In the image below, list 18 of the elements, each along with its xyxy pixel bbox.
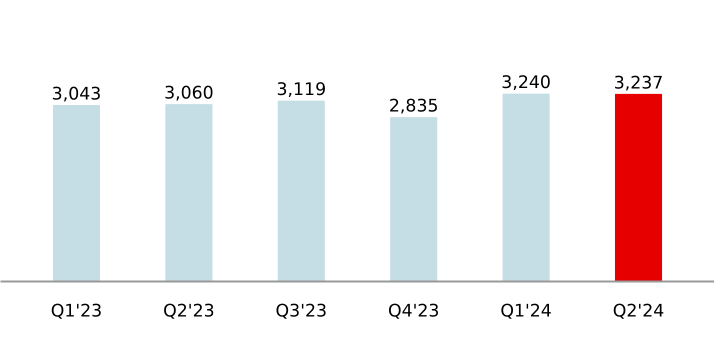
data-label: 2,835 — [388, 96, 439, 117]
x-tick-label: Q2'23 — [163, 302, 215, 322]
bar — [165, 104, 212, 282]
x-tick-label: Q4'23 — [388, 302, 440, 322]
data-label: 3,060 — [164, 84, 214, 104]
data-label: 3,237 — [614, 73, 664, 94]
x-tick-label: Q3'23 — [276, 302, 328, 322]
x-tick-label: Q2'24 — [612, 302, 664, 322]
x-tick-label: Q1'23 — [50, 302, 102, 322]
data-label: 3,240 — [501, 73, 551, 94]
x-tick-label: Q1'24 — [500, 302, 552, 322]
data-label: 3,119 — [276, 80, 326, 100]
bar — [502, 94, 550, 282]
data-label: 3,043 — [52, 84, 102, 105]
bar — [52, 105, 100, 282]
bar — [278, 100, 325, 282]
bar — [614, 94, 662, 282]
bar — [390, 117, 438, 282]
